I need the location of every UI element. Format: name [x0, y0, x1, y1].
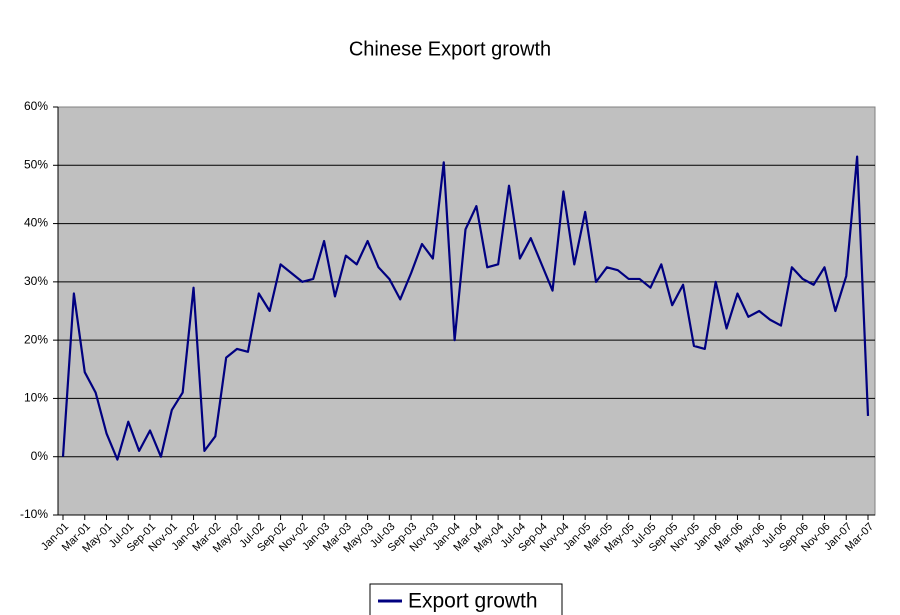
plot-area	[57, 106, 876, 516]
data-line	[61, 155, 870, 461]
y-tick-label: 20%	[24, 332, 48, 346]
y-tick-label: 10%	[24, 391, 48, 405]
y-tick-label: 50%	[24, 157, 48, 171]
y-tick-label: 30%	[24, 274, 48, 288]
legend-label: Export growth	[408, 590, 538, 613]
y-tick-label: 0%	[31, 449, 49, 463]
y-tick-label: 40%	[24, 216, 48, 230]
y-tick-label: -10%	[20, 507, 48, 521]
chart-title: Chinese Export growth	[349, 38, 551, 60]
y-tick-label: 60%	[24, 99, 48, 113]
